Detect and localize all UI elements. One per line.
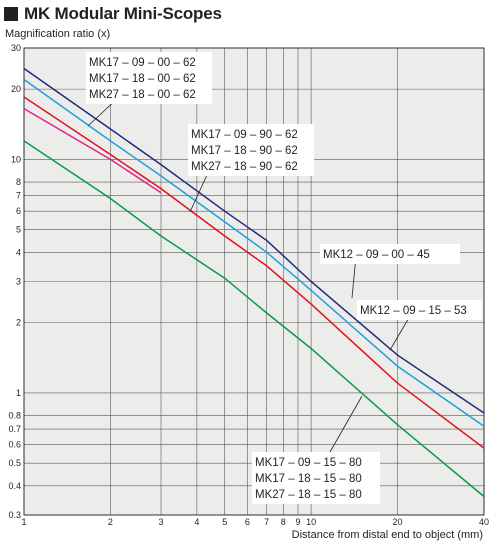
y-tick-label: 0.5: [8, 458, 21, 468]
callout-label: MK12 – 09 – 00 – 45: [323, 249, 430, 261]
y-tick-label: 8: [16, 177, 21, 187]
callout-label: MK27 – 18 – 15 – 80: [255, 489, 362, 501]
y-tick-label: 0.3: [8, 510, 21, 520]
y-tick-label: 30: [11, 43, 21, 53]
callout-box: [320, 244, 460, 264]
series-line: [23, 96, 485, 449]
x-tick-label: 1: [21, 517, 26, 527]
x-axis-label: Distance from distal end to object (mm): [291, 529, 483, 541]
x-tick-label: 5: [222, 517, 227, 527]
x-tick-label: 20: [393, 517, 403, 527]
y-tick-label: 20: [11, 84, 21, 94]
y-tick-label: 5: [16, 225, 21, 235]
callout-leader: [329, 395, 363, 453]
x-tick-label: 10: [306, 517, 316, 527]
callout-box: [357, 300, 482, 320]
series-line: [23, 78, 485, 427]
callout-label: MK17 – 18 – 15 – 80: [255, 473, 362, 485]
callout-box: [252, 452, 380, 504]
callout-box: [86, 52, 212, 104]
x-tick-label: 8: [281, 517, 286, 527]
plot-frame: [23, 47, 485, 516]
callout-label: MK27 – 18 – 90 – 62: [191, 161, 298, 173]
y-axis-label: Magnification ratio (x): [5, 28, 111, 40]
series-line: [23, 140, 485, 498]
y-tick-label: 3: [16, 277, 21, 287]
y-tick-label: 1: [16, 388, 21, 398]
x-tick-label: 40: [479, 517, 489, 527]
chart-title: MK Modular Mini-Scopes: [24, 4, 222, 23]
x-tick-label: 4: [194, 517, 199, 527]
y-tick-label: 7: [16, 191, 21, 201]
callout-leader: [389, 315, 411, 351]
y-tick-label: 0.8: [8, 411, 21, 421]
callout-label: MK17 – 09 – 90 – 62: [191, 129, 298, 141]
x-tick-label: 6: [245, 517, 250, 527]
x-tick-label: 3: [158, 517, 163, 527]
y-tick-label: 0.7: [8, 424, 21, 434]
x-tick-label: 2: [108, 517, 113, 527]
y-tick-label: 0.6: [8, 440, 21, 450]
y-tick-label: 4: [16, 247, 21, 257]
callout-label: MK17 – 18 – 00 – 62: [89, 73, 196, 85]
title-marker: [4, 7, 18, 21]
y-tick-label: 6: [16, 206, 21, 216]
x-tick-label: 9: [295, 517, 300, 527]
x-tick-label: 7: [264, 517, 269, 527]
y-tick-label: 2: [16, 318, 21, 328]
callout-label: MK17 – 18 – 90 – 62: [191, 145, 298, 157]
series-line: [23, 107, 162, 194]
y-tick-label: 0.4: [8, 481, 21, 491]
y-tick-label: 10: [11, 154, 21, 164]
callout-label: MK17 – 09 – 00 – 62: [89, 57, 196, 69]
chart-title-row: MK Modular Mini-Scopes: [4, 4, 222, 24]
callout-label: MK17 – 09 – 15 – 80: [255, 457, 362, 469]
callout-label: MK12 – 09 – 15 – 53: [360, 305, 467, 317]
callout-label: MK27 – 18 – 00 – 62: [89, 89, 196, 101]
series-line: [23, 67, 485, 414]
callout-box: [188, 124, 314, 176]
